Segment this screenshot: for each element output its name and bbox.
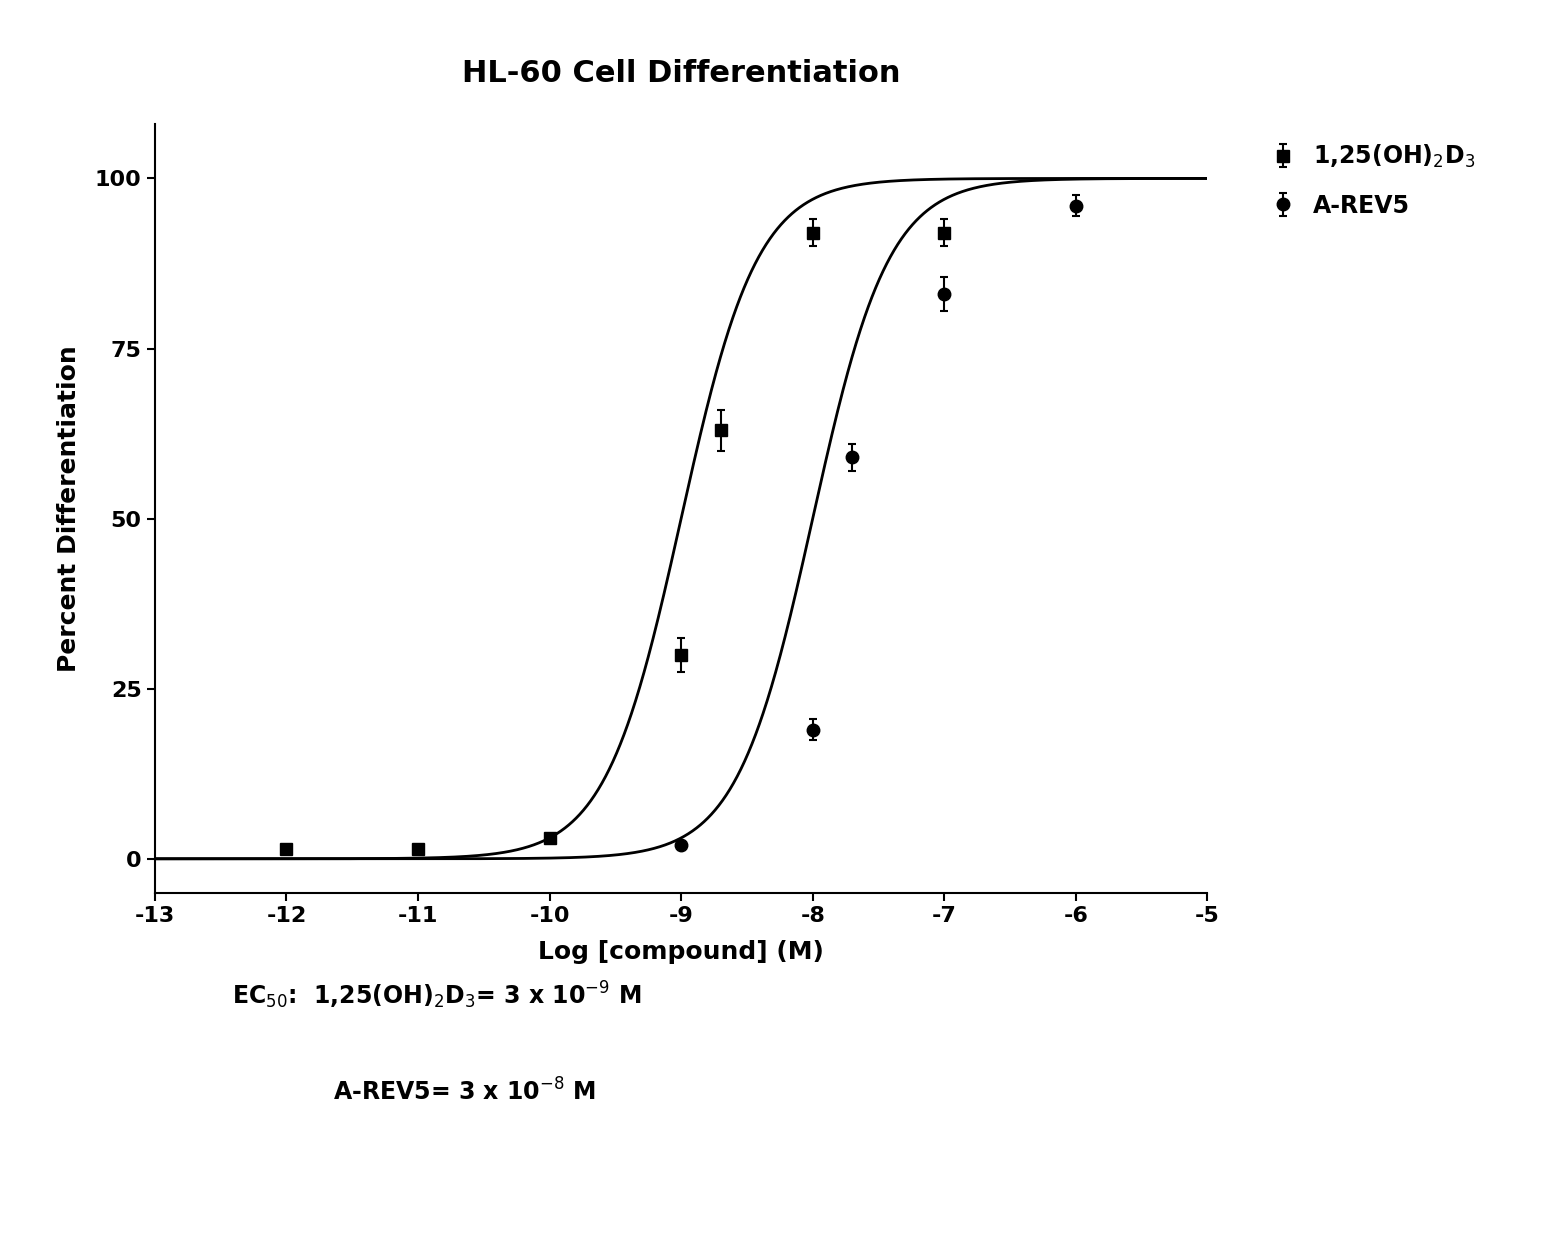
Text: A-REV5= 3 x 10$^{-8}$ M: A-REV5= 3 x 10$^{-8}$ M xyxy=(333,1079,596,1106)
X-axis label: Log [compound] (M): Log [compound] (M) xyxy=(539,940,824,963)
Text: EC$_{50}$:  1,25(OH)$_2$D$_3$= 3 x 10$^{-9}$ M: EC$_{50}$: 1,25(OH)$_2$D$_3$= 3 x 10$^{-… xyxy=(232,980,642,1011)
Y-axis label: Percent Differentiation: Percent Differentiation xyxy=(57,345,80,672)
Title: HL-60 Cell Differentiation: HL-60 Cell Differentiation xyxy=(461,60,901,88)
Legend: 1,25(OH)$_2$D$_3$, A-REV5: 1,25(OH)$_2$D$_3$, A-REV5 xyxy=(1262,136,1483,224)
